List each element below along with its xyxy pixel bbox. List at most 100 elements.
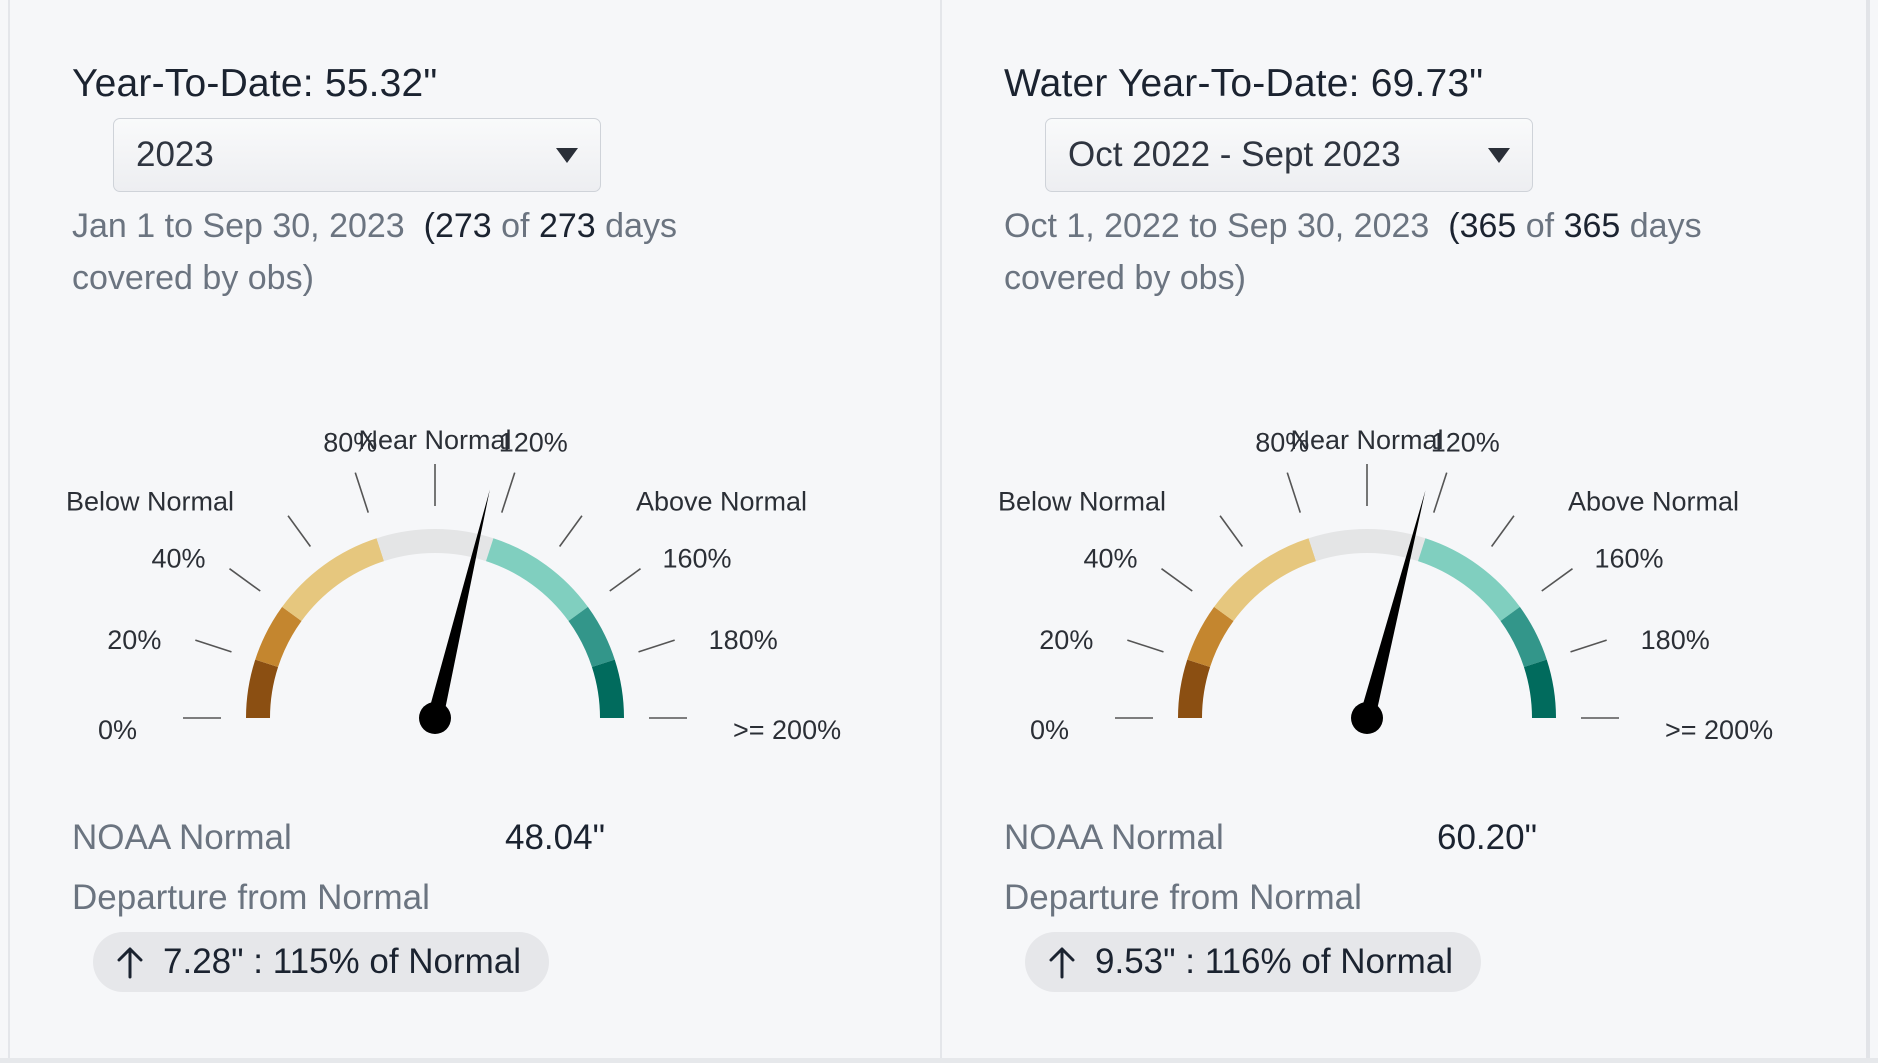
gauge-zone-label: Above Normal bbox=[1568, 487, 1739, 517]
gauge-segment-40-80 bbox=[1214, 538, 1317, 622]
gauge-tick-label: 160% bbox=[1594, 544, 1663, 574]
noaa-normal-label: NOAA Normal bbox=[72, 818, 292, 857]
year-select[interactable]: 2023 bbox=[113, 118, 601, 192]
coverage-date-range: Jan 1 to Sep 30, 2023 bbox=[72, 207, 405, 245]
year-select-value: 2023 bbox=[136, 135, 214, 174]
noaa-normal-value: 60.20" bbox=[1437, 818, 1538, 857]
caret-down-icon bbox=[556, 147, 578, 163]
coverage-suffix: covered by obs) bbox=[1004, 259, 1246, 297]
gauge-segment-40-80 bbox=[282, 538, 385, 622]
right-edge-border bbox=[1866, 0, 1870, 1063]
left-edge-border bbox=[8, 0, 10, 1063]
arrow-up-icon bbox=[115, 945, 145, 979]
gauge-tick-label: 0% bbox=[98, 715, 137, 745]
departure-badge: 7.28" : 115% of Normal bbox=[93, 932, 550, 992]
gauge-segment-80-120 bbox=[376, 529, 494, 562]
gauge-needle bbox=[426, 489, 490, 721]
coverage-covered-days: 273 bbox=[434, 207, 492, 245]
coverage-text: Oct 1, 2022 to Sep 30, 2023 (365 of 365 … bbox=[1004, 200, 1824, 304]
gauge-tick-label: 180% bbox=[1641, 625, 1710, 655]
caret-down-icon bbox=[1488, 147, 1510, 163]
gauge-tick-label: 0% bbox=[1030, 715, 1069, 745]
gauge-tick-line bbox=[1161, 568, 1193, 592]
gauge-tick-label: 20% bbox=[107, 625, 161, 655]
gauge-tick-line bbox=[195, 639, 232, 653]
gauge-graphic: 0% 20% 40% 80% 120% 160% 180% >= 200% Below Norm… bbox=[66, 425, 841, 745]
coverage-days-word: days bbox=[1629, 207, 1702, 245]
gauge-segment-80-120 bbox=[1308, 529, 1426, 562]
bottom-edge-border bbox=[0, 1058, 1878, 1063]
gauge-segment-20-40 bbox=[255, 606, 302, 668]
departure-value: 7.28" : 115% of Normal bbox=[163, 942, 522, 981]
gauge-zone-line bbox=[1490, 515, 1515, 547]
gauge-zone-label: Below Normal bbox=[66, 487, 234, 517]
gauge-segment-180-200 bbox=[591, 659, 624, 719]
coverage-suffix: covered by obs) bbox=[72, 259, 314, 297]
gauge-segment-0-20 bbox=[246, 659, 279, 719]
gauge-segment-180-200 bbox=[1523, 659, 1556, 719]
gauge-tick-line bbox=[1432, 472, 1448, 513]
departure-label: Departure from Normal bbox=[1004, 878, 1362, 917]
panel-divider bbox=[940, 0, 942, 1063]
gauge-segment-160-180 bbox=[1500, 606, 1547, 668]
gauge-tick-label: >= 200% bbox=[733, 715, 841, 745]
gauge-segment-120-160 bbox=[1417, 538, 1520, 622]
gauge-tick-label: 120% bbox=[1431, 428, 1500, 458]
gauge-zone-label: Near Normal bbox=[1290, 425, 1443, 455]
gauge-tick-label: 20% bbox=[1039, 625, 1093, 655]
coverage-open-paren: ( bbox=[1448, 207, 1460, 245]
gauge-needle-hub bbox=[1351, 702, 1383, 734]
gauge-needle bbox=[1358, 490, 1426, 721]
gauge-tick-label: 80% bbox=[1255, 428, 1309, 458]
gauge-graphic: 0% 20% 40% 80% 120% 160% 180% >= 200% Below Norm… bbox=[998, 425, 1773, 745]
water-year-select-value: Oct 2022 - Sept 2023 bbox=[1068, 135, 1401, 174]
gauge-zone-line bbox=[287, 515, 312, 547]
gauge-tick-line bbox=[1286, 472, 1302, 513]
gauge-tick-line bbox=[229, 568, 261, 592]
coverage-of: of bbox=[501, 207, 530, 245]
gauge-tick-line bbox=[609, 568, 641, 592]
water-year-select[interactable]: Oct 2022 - Sept 2023 bbox=[1045, 118, 1533, 192]
coverage-total-days: 365 bbox=[1563, 207, 1621, 245]
panel-title: Year-To-Date: 55.32" bbox=[72, 62, 438, 105]
panel-title: Water Year-To-Date: 69.73" bbox=[1004, 62, 1484, 105]
water-year-to-date-panel: Water Year-To-Date: 69.73" Oct 2022 - Se… bbox=[942, 0, 1872, 1058]
gauge-tick-line bbox=[1541, 568, 1573, 592]
noaa-normal-value: 48.04" bbox=[505, 818, 606, 857]
gauge-needle-hub bbox=[419, 702, 451, 734]
coverage-open-paren: ( bbox=[423, 207, 435, 245]
year-to-date-panel: Year-To-Date: 55.32" 2023 Jan 1 to Sep 3… bbox=[10, 0, 940, 1058]
departure-value: 9.53" : 116% of Normal bbox=[1095, 942, 1454, 981]
coverage-total-days: 273 bbox=[538, 207, 596, 245]
gauge-zone-line bbox=[558, 515, 583, 547]
gauge-zone-line bbox=[1219, 515, 1244, 547]
gauge-zone-label: Near Normal bbox=[358, 425, 511, 455]
gauge-tick-label: 120% bbox=[499, 428, 568, 458]
gauge-zone-label: Below Normal bbox=[998, 487, 1166, 517]
coverage-text: Jan 1 to Sep 30, 2023 (273 of 273 days c… bbox=[72, 200, 892, 304]
departure-label: Departure from Normal bbox=[72, 878, 430, 917]
gauge-zone-label: Above Normal bbox=[636, 487, 807, 517]
gauge-tick-line bbox=[1127, 639, 1164, 653]
gauge-tick-line bbox=[1570, 639, 1607, 653]
arrow-up-icon bbox=[1047, 945, 1077, 979]
noaa-normal-label: NOAA Normal bbox=[1004, 818, 1224, 857]
gauge-tick-line bbox=[354, 472, 370, 513]
percent-of-normal-gauge: 0% 20% 40% 80% 120% 160% 180% >= 200% Below Norm… bbox=[942, 360, 1872, 780]
gauge-tick-label: 180% bbox=[709, 625, 778, 655]
gauge-tick-label: 160% bbox=[662, 544, 731, 574]
gauge-segment-120-160 bbox=[485, 538, 588, 622]
coverage-covered-days: 365 bbox=[1459, 207, 1517, 245]
gauge-tick-label: >= 200% bbox=[1665, 715, 1773, 745]
gauge-segment-20-40 bbox=[1187, 606, 1234, 668]
coverage-date-range: Oct 1, 2022 to Sep 30, 2023 bbox=[1004, 207, 1430, 245]
coverage-days-word: days bbox=[605, 207, 677, 245]
gauge-segment-160-180 bbox=[568, 606, 615, 668]
percent-of-normal-gauge: 0% 20% 40% 80% 120% 160% 180% >= 200% Below Norm… bbox=[10, 360, 940, 780]
gauge-tick-label: 40% bbox=[151, 544, 205, 574]
gauge-segment-0-20 bbox=[1178, 659, 1211, 719]
gauge-tick-line bbox=[500, 472, 516, 513]
gauge-tick-label: 80% bbox=[323, 428, 377, 458]
departure-badge: 9.53" : 116% of Normal bbox=[1025, 932, 1482, 992]
